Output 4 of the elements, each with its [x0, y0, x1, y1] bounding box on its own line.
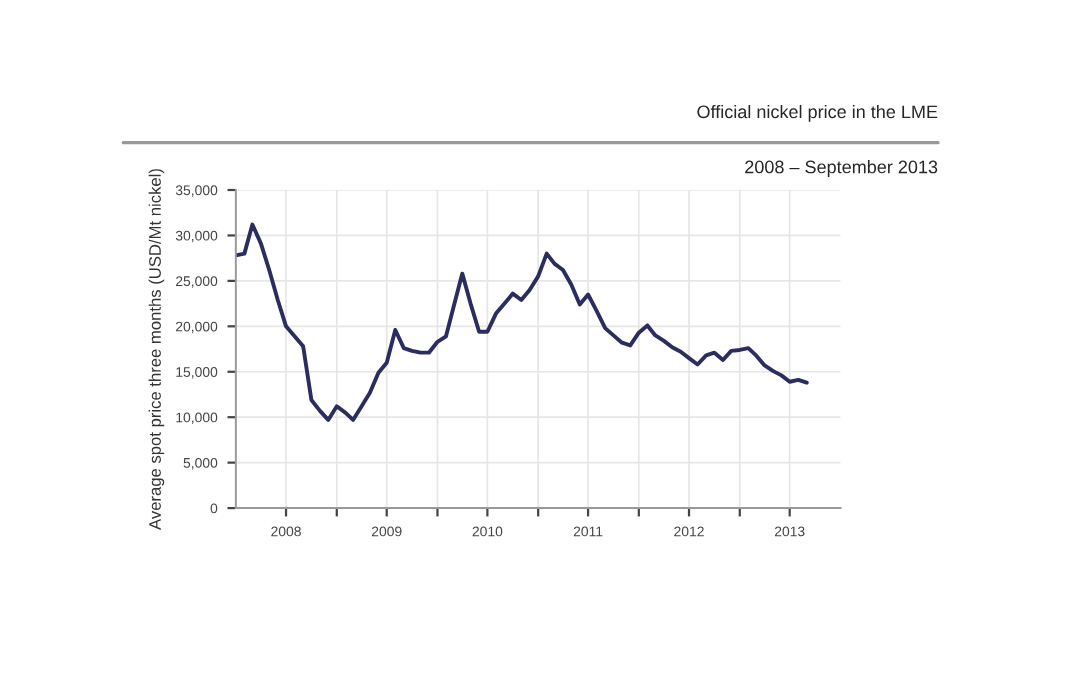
chart-title: Official nickel price in the LME — [697, 104, 938, 122]
y-axis-title: Average spot price three months (USD/Mt nickel) — [148, 169, 165, 530]
line-series — [235, 222, 809, 422]
chart-subtitle: 2008 – September 2013 — [745, 160, 938, 177]
